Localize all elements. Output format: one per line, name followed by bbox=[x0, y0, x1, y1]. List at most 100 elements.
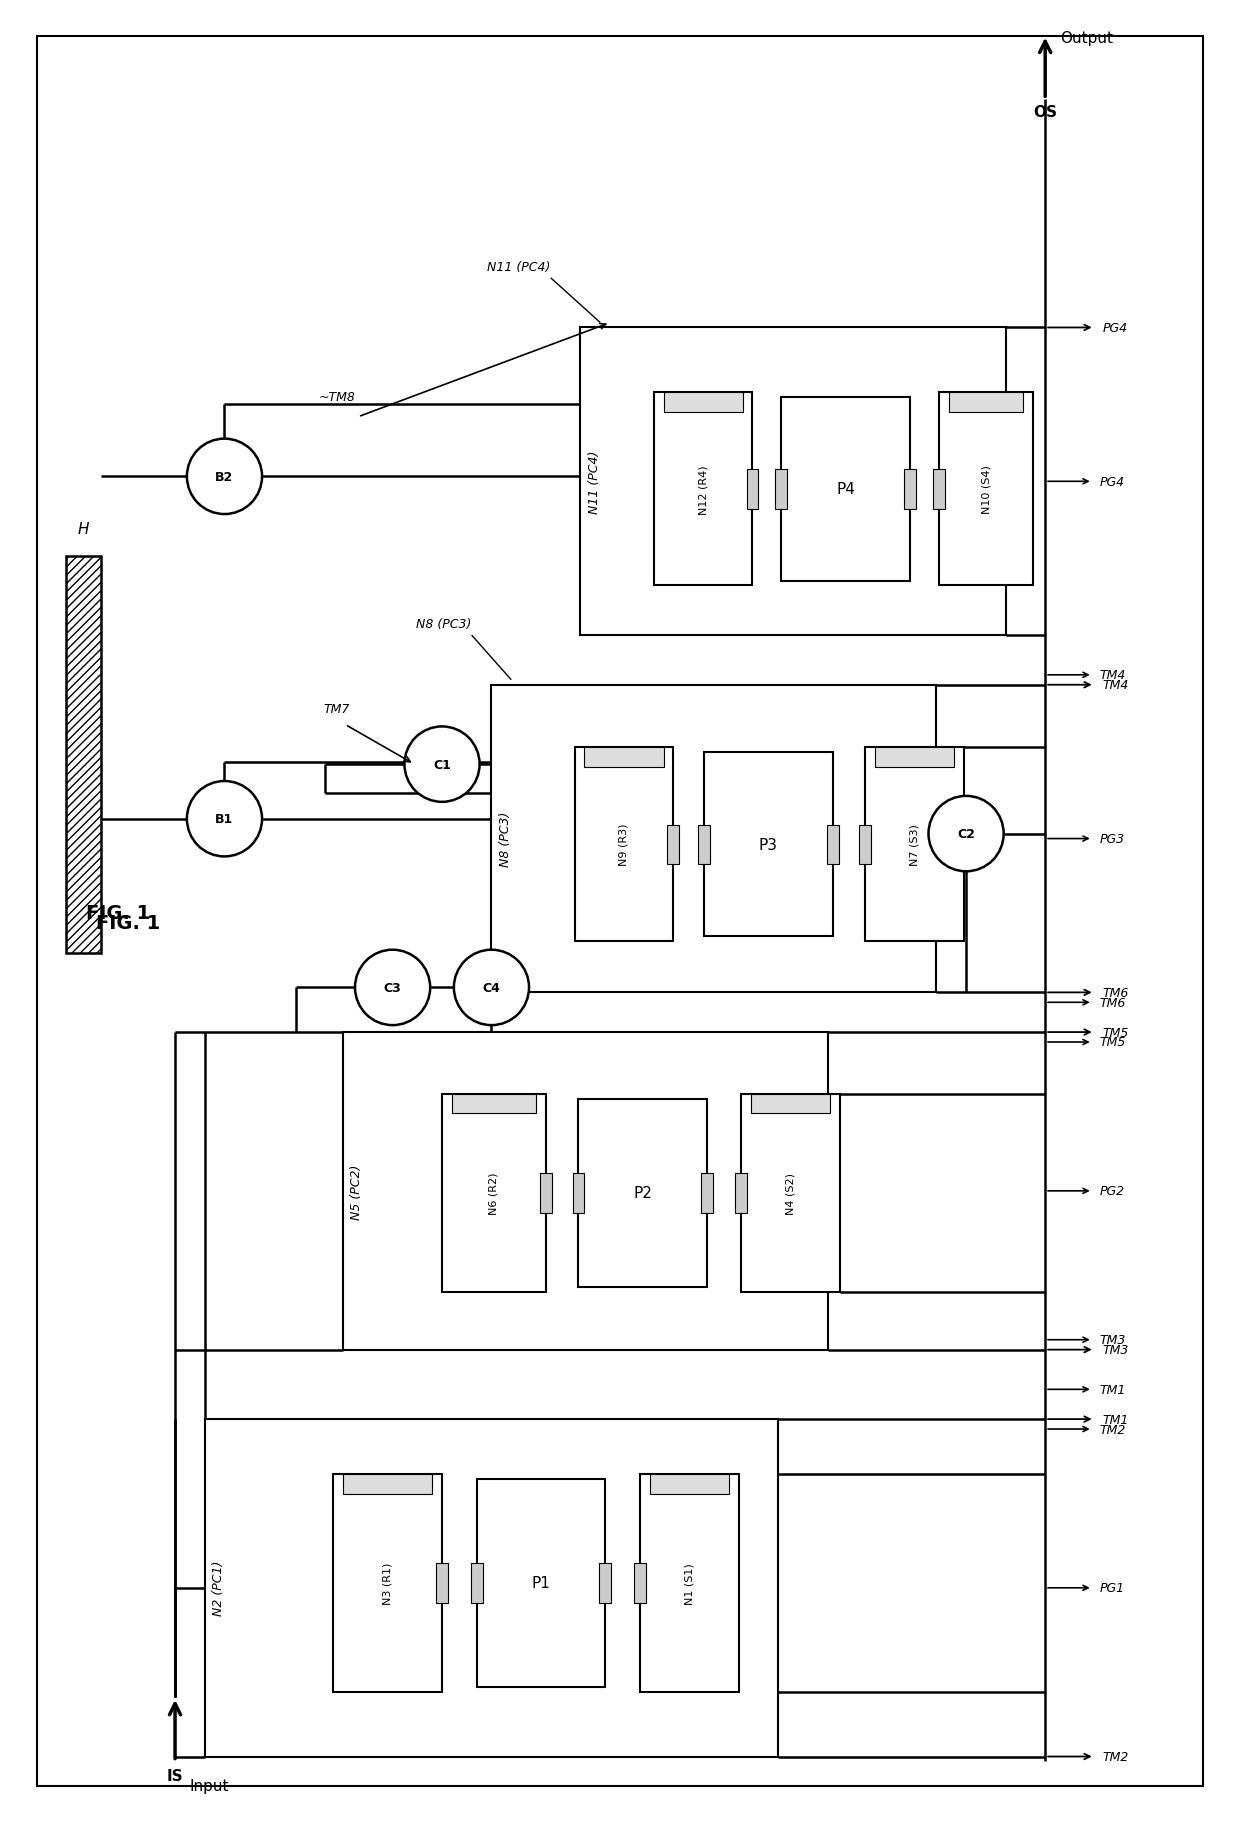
Bar bbox=[750, 1094, 830, 1114]
Text: FIG. 1: FIG. 1 bbox=[86, 904, 150, 922]
Bar bbox=[640, 1473, 739, 1692]
Text: PG1: PG1 bbox=[1100, 1581, 1125, 1595]
Text: IS: IS bbox=[166, 1768, 184, 1783]
Bar bbox=[704, 753, 832, 937]
Text: N3 (R1): N3 (R1) bbox=[383, 1562, 393, 1604]
Circle shape bbox=[187, 439, 262, 514]
Bar bbox=[653, 392, 753, 587]
Bar bbox=[650, 1473, 729, 1493]
Text: N1 (S1): N1 (S1) bbox=[684, 1562, 694, 1604]
Circle shape bbox=[355, 950, 430, 1026]
Text: N8 (PC3): N8 (PC3) bbox=[417, 618, 471, 631]
Text: N4 (S2): N4 (S2) bbox=[785, 1172, 795, 1214]
Bar bbox=[599, 1562, 611, 1602]
Text: PG4: PG4 bbox=[1100, 476, 1125, 489]
Text: N9 (R3): N9 (R3) bbox=[619, 824, 629, 866]
Bar bbox=[866, 747, 965, 941]
Text: TM1: TM1 bbox=[1102, 1413, 1128, 1426]
Bar bbox=[701, 1174, 713, 1212]
Text: B2: B2 bbox=[216, 470, 233, 483]
Text: TM6: TM6 bbox=[1102, 986, 1128, 999]
Bar bbox=[698, 826, 711, 864]
Text: P1: P1 bbox=[532, 1575, 551, 1590]
Text: PG2: PG2 bbox=[1100, 1185, 1125, 1198]
Text: N10 (S4): N10 (S4) bbox=[981, 465, 991, 514]
Bar bbox=[827, 826, 838, 864]
Bar bbox=[775, 470, 787, 510]
Bar bbox=[451, 1094, 536, 1114]
Text: Output: Output bbox=[1060, 31, 1114, 46]
Text: P2: P2 bbox=[634, 1185, 652, 1201]
Bar bbox=[746, 470, 759, 510]
Text: N6 (R2): N6 (R2) bbox=[489, 1172, 498, 1214]
Text: N8 (PC3): N8 (PC3) bbox=[498, 811, 512, 866]
Text: TM1: TM1 bbox=[1100, 1384, 1126, 1396]
Bar bbox=[436, 1562, 448, 1602]
Text: N7 (S3): N7 (S3) bbox=[910, 824, 920, 866]
Bar bbox=[645, 370, 991, 598]
Bar bbox=[491, 685, 936, 994]
Text: TM4: TM4 bbox=[1102, 678, 1128, 693]
Text: PG3: PG3 bbox=[1100, 833, 1125, 846]
Bar bbox=[584, 747, 663, 767]
Circle shape bbox=[929, 797, 1003, 871]
Bar bbox=[950, 392, 1023, 412]
Circle shape bbox=[454, 950, 529, 1026]
Text: N11 (PC4): N11 (PC4) bbox=[588, 450, 601, 514]
Bar bbox=[324, 1449, 739, 1706]
Bar bbox=[634, 1562, 646, 1602]
Text: TM3: TM3 bbox=[1102, 1344, 1128, 1356]
Circle shape bbox=[187, 782, 262, 857]
Bar bbox=[66, 556, 100, 953]
Text: PG4: PG4 bbox=[1102, 323, 1127, 335]
Text: TM5: TM5 bbox=[1102, 1026, 1128, 1039]
Text: P3: P3 bbox=[759, 837, 777, 851]
Text: FIG. 1: FIG. 1 bbox=[95, 913, 160, 933]
Bar bbox=[334, 1473, 441, 1692]
Text: N5 (PC2): N5 (PC2) bbox=[351, 1163, 363, 1220]
Text: TM2: TM2 bbox=[1102, 1750, 1128, 1763]
Bar bbox=[859, 826, 872, 864]
Text: H: H bbox=[78, 521, 89, 536]
Text: TM6: TM6 bbox=[1100, 995, 1126, 1010]
Bar bbox=[343, 1473, 432, 1493]
Text: Input: Input bbox=[190, 1779, 229, 1794]
Bar bbox=[579, 1099, 707, 1287]
Bar bbox=[904, 470, 915, 510]
Bar bbox=[539, 1174, 552, 1212]
Bar bbox=[573, 1174, 584, 1212]
Bar bbox=[663, 392, 743, 412]
Bar bbox=[740, 1094, 839, 1293]
Text: C1: C1 bbox=[433, 758, 451, 771]
Bar bbox=[432, 1072, 808, 1305]
Bar bbox=[940, 392, 1033, 587]
Text: C2: C2 bbox=[957, 828, 975, 840]
Bar bbox=[476, 1478, 605, 1686]
Text: TM2: TM2 bbox=[1100, 1422, 1126, 1437]
Bar bbox=[574, 747, 673, 941]
Circle shape bbox=[404, 727, 480, 802]
Text: C4: C4 bbox=[482, 981, 501, 994]
Bar bbox=[471, 1562, 482, 1602]
Bar bbox=[441, 1094, 546, 1293]
Text: N11 (PC4): N11 (PC4) bbox=[487, 261, 551, 273]
Text: B1: B1 bbox=[216, 813, 233, 826]
Bar bbox=[781, 397, 910, 582]
Text: TM7: TM7 bbox=[324, 702, 350, 715]
Bar bbox=[934, 470, 945, 510]
Bar bbox=[735, 1174, 746, 1212]
Text: N2 (PC1): N2 (PC1) bbox=[212, 1560, 224, 1615]
Bar bbox=[875, 747, 955, 767]
Text: TM4: TM4 bbox=[1100, 669, 1126, 682]
Text: TM3: TM3 bbox=[1100, 1333, 1126, 1347]
Bar bbox=[667, 826, 680, 864]
Bar bbox=[565, 726, 926, 953]
Bar bbox=[580, 328, 1006, 636]
Text: P4: P4 bbox=[836, 481, 854, 498]
Bar bbox=[343, 1032, 827, 1349]
Text: OS: OS bbox=[1033, 106, 1058, 120]
Bar bbox=[205, 1420, 779, 1757]
Text: TM5: TM5 bbox=[1100, 1035, 1126, 1048]
Text: C3: C3 bbox=[383, 981, 402, 994]
Text: ~TM8: ~TM8 bbox=[319, 392, 356, 405]
